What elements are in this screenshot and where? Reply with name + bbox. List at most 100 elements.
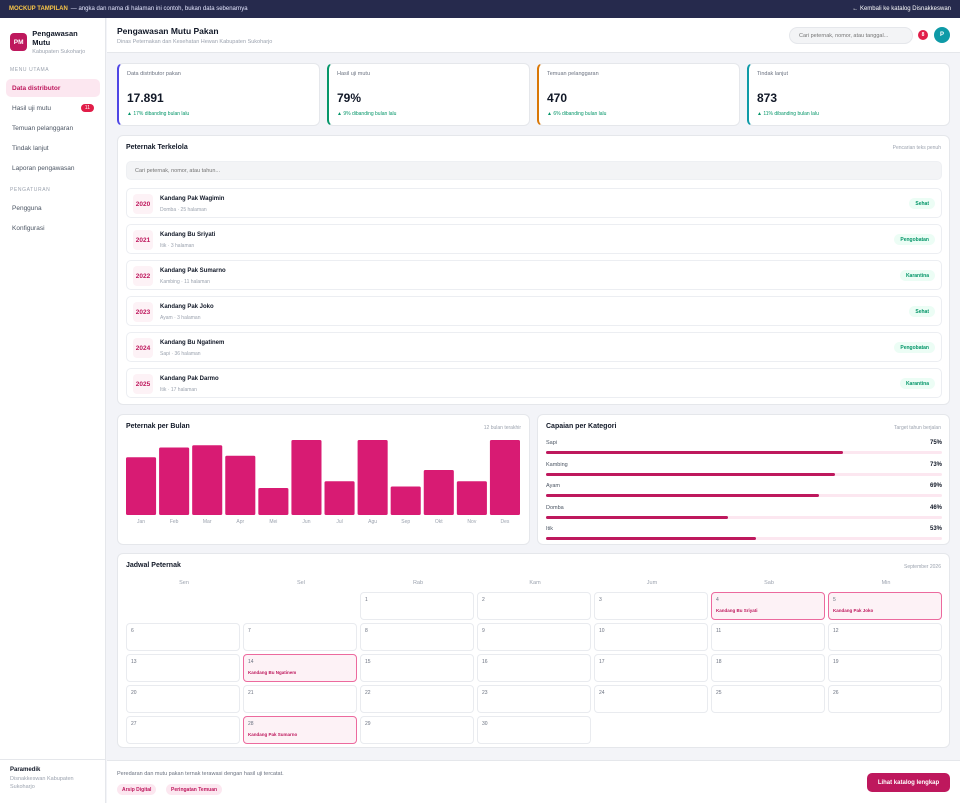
chart-bar[interactable] [423, 470, 454, 515]
sidebar-item-konfigurasi[interactable]: Konfigurasi [6, 219, 100, 237]
stat-card-distributor[interactable]: Data distributor pakan 17.891 ▲ 17% diba… [117, 63, 320, 126]
chip-peringatan-temuan[interactable]: Peringatan Temuan [166, 784, 223, 795]
calendar-day[interactable]: 12 [828, 623, 942, 651]
sidebar-item-data-distributor[interactable]: Data distributor [6, 79, 100, 97]
chart-bar[interactable] [126, 457, 157, 515]
calendar-day[interactable]: 6 [126, 623, 240, 651]
calendar-day[interactable]: 24 [594, 685, 708, 713]
calendar-day[interactable]: 19 [828, 654, 942, 682]
chart-bar[interactable] [291, 440, 322, 515]
list-item[interactable]: 2025 Kandang Pak Darmo Itik · 17 halaman… [126, 368, 942, 398]
calendar-day[interactable]: 28 Kandang Pak Sumarno [243, 716, 357, 744]
stat-label: Hasil uji mutu [337, 71, 371, 77]
global-search-input[interactable] [789, 27, 913, 44]
peternak-meta: Itik · 17 halaman [160, 387, 197, 393]
calendar-day[interactable]: 15 [360, 654, 474, 682]
calendar-day[interactable]: 30 [477, 716, 591, 744]
year-badge: 2020 [133, 194, 153, 214]
progress-label: Itik [546, 526, 554, 532]
list-item[interactable]: 2023 Kandang Pak Joko Ayam · 3 halaman S… [126, 296, 942, 326]
year-badge: 2021 [133, 230, 153, 250]
notification-badge[interactable]: 8 [918, 30, 928, 40]
chart-title: Peternak per Bulan [126, 423, 190, 430]
calendar-day[interactable]: 11 [711, 623, 825, 651]
avatar[interactable]: P [934, 27, 950, 43]
sidebar-user: Paramedik Disnakkeswan Kabupaten Sukohar… [0, 759, 106, 803]
x-tick-label: Mei [269, 519, 277, 525]
list-item[interactable]: 2022 Kandang Pak Sumarno Kambing · 11 ha… [126, 260, 942, 290]
weekday-header: Rab [412, 580, 424, 586]
stat-card-hasil-uji[interactable]: Hasil uji mutu 79% ▲ 9% dibanding bulan … [327, 63, 530, 126]
progress-value: 75% [929, 440, 942, 446]
brand-logo[interactable]: PM [10, 33, 28, 51]
user-name: Paramedik [10, 767, 41, 773]
list-item[interactable]: 2021 Kandang Bu Sriyati Itik · 3 halaman… [126, 224, 942, 254]
x-tick-label: Jun [302, 519, 310, 525]
chart-bar[interactable] [159, 447, 190, 516]
calendar-day[interactable]: 26 [828, 685, 942, 713]
calendar-day[interactable]: 29 [360, 716, 474, 744]
weekday-header: Jum [646, 580, 658, 586]
calendar-day[interactable]: 5 Kandang Pak Joko [828, 592, 942, 620]
sidebar-section-main: MENU UTAMA [10, 67, 50, 73]
chart-bar[interactable] [357, 440, 388, 515]
calendar-day[interactable]: 18 [711, 654, 825, 682]
calendar-day[interactable]: 22 [360, 685, 474, 713]
calendar-day[interactable]: 14 Kandang Bu Ngatinem [243, 654, 357, 682]
stat-label: Temuan pelanggaran [547, 71, 599, 77]
calendar-day[interactable]: 1 [360, 592, 474, 620]
view-catalog-button[interactable]: Lihat katalog lengkap [867, 773, 950, 792]
day-number: 13 [131, 659, 137, 665]
calendar-event[interactable]: Kandang Bu Sriyati [716, 608, 758, 613]
calendar-day[interactable]: 9 [477, 623, 591, 651]
calendar-day[interactable]: 4 Kandang Bu Sriyati [711, 592, 825, 620]
calendar-event[interactable]: Kandang Bu Ngatinem [248, 670, 297, 675]
sidebar-item-hasil-uji-mutu[interactable]: Hasil uji mutu 11 [6, 99, 100, 117]
calendar-day[interactable]: 20 [126, 685, 240, 713]
weekday-header: Sab [764, 580, 774, 586]
chart-bar[interactable] [390, 486, 421, 516]
calendar-day[interactable]: 10 [594, 623, 708, 651]
calendar-day[interactable]: 3 [594, 592, 708, 620]
brand-subtitle: Kabupaten Sukoharjo [32, 49, 86, 55]
sidebar-item-pengguna[interactable]: Pengguna [6, 199, 100, 217]
back-to-catalog-link[interactable]: ← Kembali ke katalog Disnakkeswan [852, 6, 951, 12]
sidebar-item-tindak-lanjut[interactable]: Tindak lanjut [6, 139, 100, 157]
calendar-day[interactable]: 27 [126, 716, 240, 744]
calendar-day[interactable]: 2 [477, 592, 591, 620]
progress-track [546, 451, 942, 454]
peternak-meta: Ayam · 3 halaman [160, 315, 201, 321]
calendar-day[interactable]: 25 [711, 685, 825, 713]
brand-title: Pengawasan Mutu [32, 29, 78, 47]
day-number: 27 [131, 721, 137, 727]
chip-arsip-digital[interactable]: Arsip Digital [117, 784, 157, 795]
chart-bar[interactable] [489, 440, 520, 515]
chart-bar[interactable] [456, 481, 487, 515]
calendar-event[interactable]: Kandang Pak Sumarno [248, 732, 298, 737]
peternak-search-input[interactable] [126, 161, 942, 180]
calendar-day[interactable]: 23 [477, 685, 591, 713]
year-badge: 2025 [133, 374, 153, 394]
calendar-day[interactable]: 17 [594, 654, 708, 682]
calendar-event[interactable]: Kandang Pak Joko [833, 608, 874, 613]
calendar-day[interactable]: 7 [243, 623, 357, 651]
calendar-day[interactable]: 8 [360, 623, 474, 651]
list-item[interactable]: 2024 Kandang Bu Ngatinem Sapi · 36 halam… [126, 332, 942, 362]
chart-bar[interactable] [192, 445, 223, 515]
stat-card-temuan[interactable]: Temuan pelanggaran 470 ▲ 6% dibanding bu… [537, 63, 740, 126]
chart-bar[interactable] [225, 455, 256, 515]
stat-card-tindak-lanjut[interactable]: Tindak lanjut 873 ▲ 11% dibanding bulan … [747, 63, 950, 126]
chart-bar[interactable] [324, 481, 355, 515]
calendar-day[interactable]: 16 [477, 654, 591, 682]
day-number: 1 [365, 597, 368, 603]
progress-row: Kambing 73% [546, 462, 942, 482]
banner-tag: MOCKUP TAMPILAN [9, 6, 68, 12]
list-item[interactable]: 2020 Kandang Pak Wagimin Domba · 25 hala… [126, 188, 942, 218]
calendar-day[interactable]: 13 [126, 654, 240, 682]
calendar-day[interactable]: 21 [243, 685, 357, 713]
chart-bar[interactable] [258, 488, 289, 515]
sidebar-item-laporan-pengawasan[interactable]: Laporan pengawasan [6, 159, 100, 177]
x-tick-label: Feb [170, 519, 179, 525]
progress-value: 46% [929, 504, 942, 511]
sidebar-item-temuan-pelanggaran[interactable]: Temuan pelanggaran [6, 119, 100, 137]
